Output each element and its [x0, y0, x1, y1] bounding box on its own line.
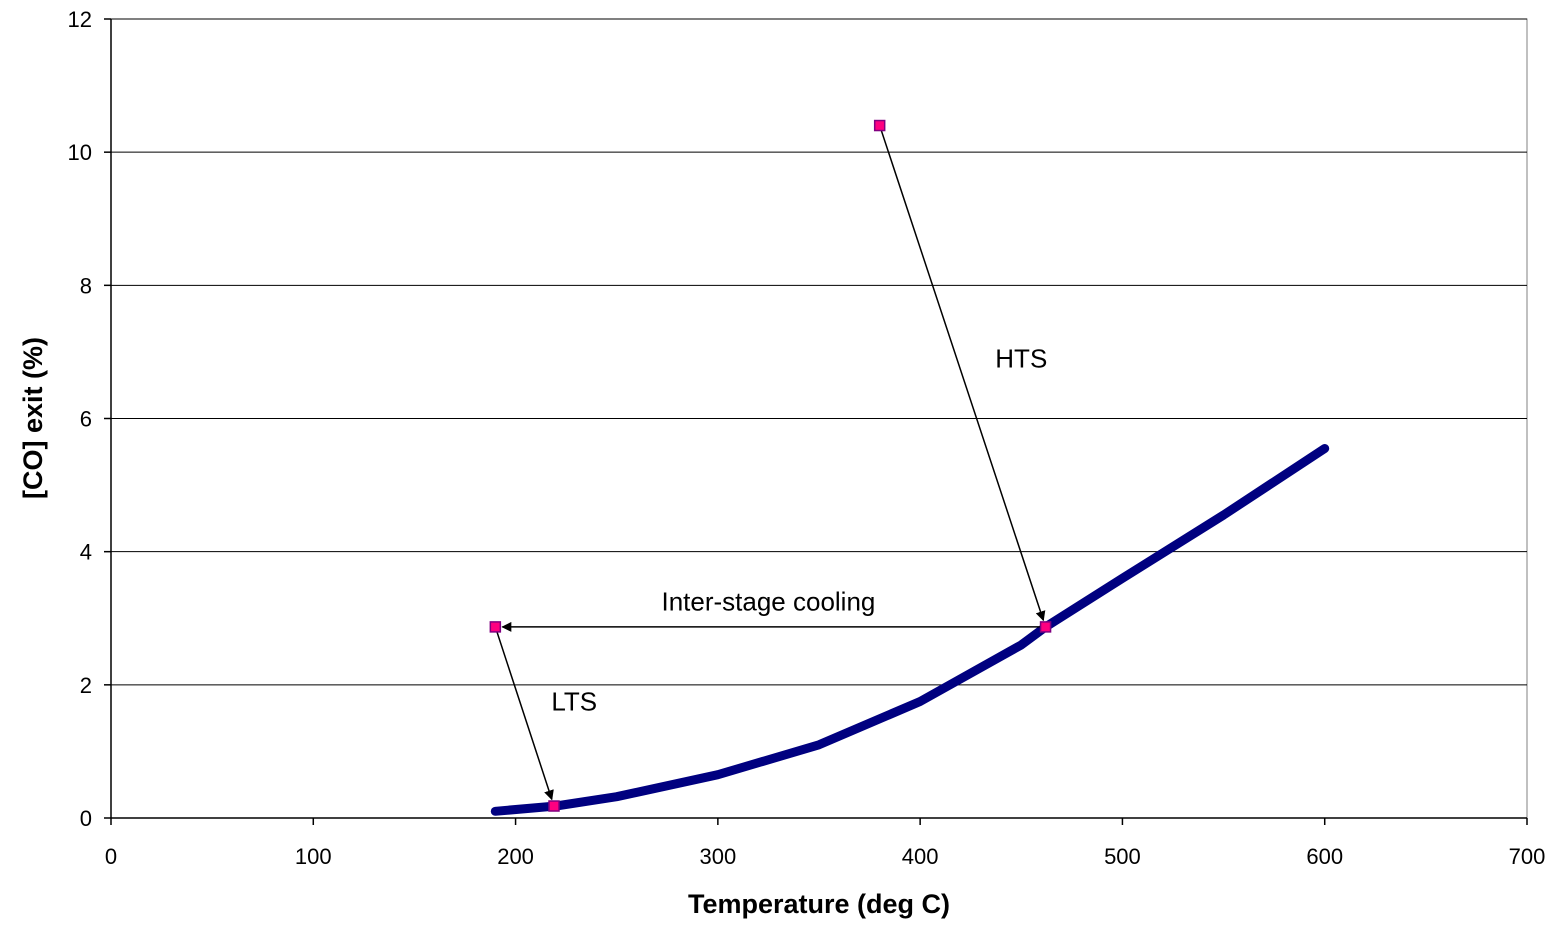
x-tick-label-0: 0	[105, 844, 117, 869]
x-tick-label-500: 500	[1104, 844, 1141, 869]
y-ticks: 0 2 4 6 8 10 12	[68, 7, 111, 831]
y-tick-label-8: 8	[80, 273, 92, 298]
annotation-label-1: HTS	[995, 344, 1047, 374]
y-tick-label-2: 2	[80, 673, 92, 698]
x-tick-label-300: 300	[699, 844, 736, 869]
annotation-arrows	[494, 125, 1046, 801]
x-tick-label-200: 200	[497, 844, 534, 869]
data-point-2	[1039, 621, 1052, 633]
data-markers	[489, 119, 1052, 812]
gridlines	[111, 18, 1527, 686]
arrow-1	[878, 125, 1046, 622]
x-tick-label-700: 700	[1509, 844, 1546, 869]
y-tick-label-12: 12	[68, 7, 92, 32]
x-tick-label-600: 600	[1306, 844, 1343, 869]
annotation-label-3: LTS	[551, 686, 597, 716]
x-axis-title: Temperature (deg C)	[688, 889, 950, 919]
y-tick-label-10: 10	[68, 140, 92, 165]
annotation-labels: HTS Inter-stage cooling LTS	[551, 344, 1047, 717]
x-tick-label-400: 400	[902, 844, 939, 869]
x-ticks: 0 100 200 300 400 500 600 700	[105, 818, 1545, 869]
annotation-label-2: Inter-stage cooling	[661, 587, 875, 617]
y-tick-label-6: 6	[80, 407, 92, 432]
equilibrium-curve	[490, 444, 1330, 816]
curve-line	[490, 444, 1330, 816]
data-point-3	[489, 621, 502, 633]
y-tick-label-4: 4	[80, 540, 92, 565]
y-tick-label-0: 0	[80, 806, 92, 831]
arrow-3	[494, 626, 554, 801]
data-point-1	[873, 119, 886, 132]
x-tick-label-100: 100	[295, 844, 332, 869]
y-axis-title: [CO] exit (%)	[18, 337, 48, 499]
data-point-4	[548, 800, 560, 812]
